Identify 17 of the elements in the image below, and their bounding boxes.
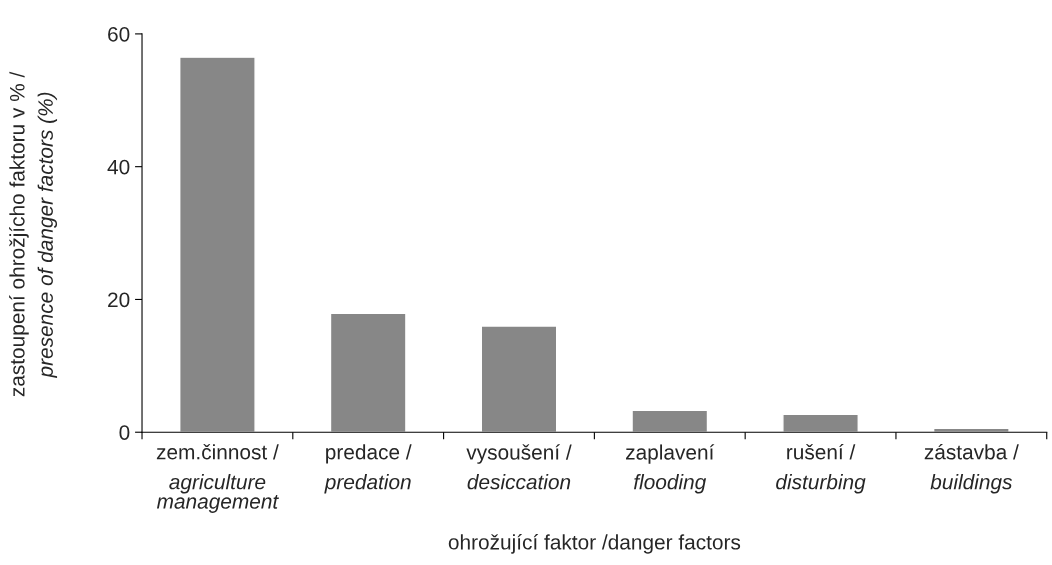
x-tick-label: vysoušení / desiccation [466, 444, 572, 490]
x-axis-title: ohrožující faktor /danger factors [448, 534, 741, 554]
bar [179, 56, 256, 433]
bar [329, 312, 407, 433]
y-tick-label: 60 [108, 26, 130, 42]
x-tick-label: rušení / disturbing [776, 443, 866, 494]
y-tick-label: 40 [107, 159, 130, 175]
y-axis-title: zastoupení ohrožjícho faktoru v % / presence of danger factors (%) [9, 71, 58, 397]
bar [782, 413, 859, 433]
y-tick-label: 0 [119, 425, 130, 440]
bar [631, 409, 709, 433]
x-tick-label: zástavba / buildings [924, 443, 1019, 494]
x-tick-label: predace / predation [324, 444, 412, 494]
bar [480, 325, 558, 433]
y-tick-label: 20 [108, 292, 130, 308]
x-tick-label: zem.činnost / agriculture management [156, 444, 279, 513]
x-tick-label: zaplavení flooding [626, 444, 715, 494]
